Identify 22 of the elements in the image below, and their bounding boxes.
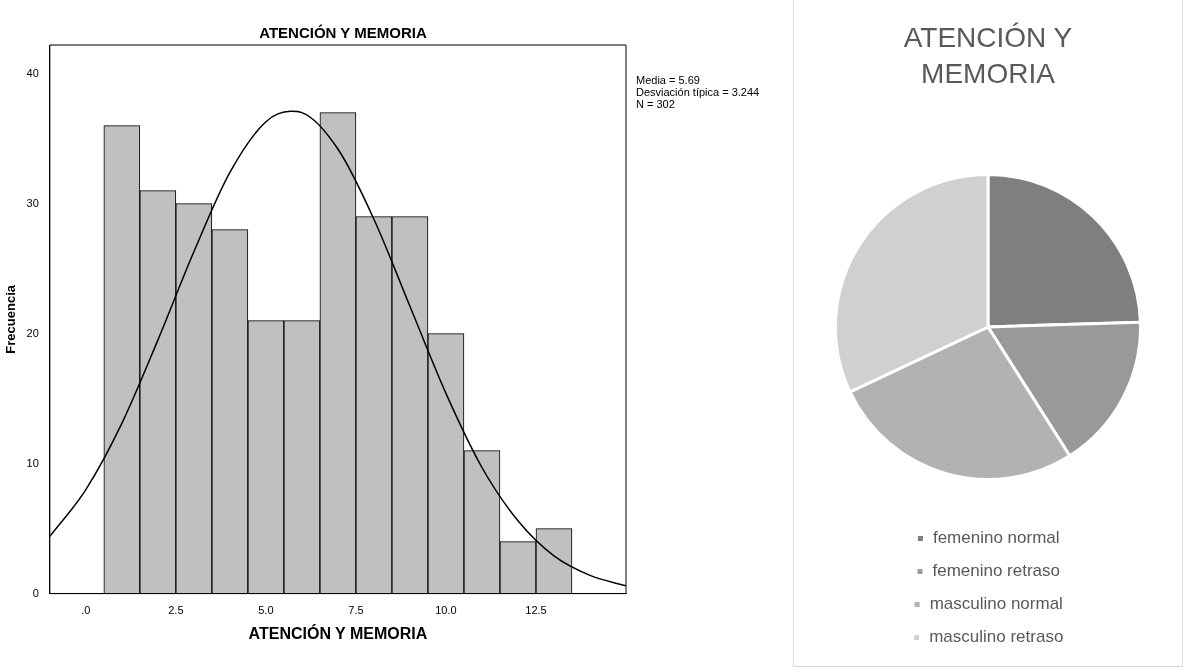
y-tick-label: 10 xyxy=(26,456,39,469)
x-axis-title: ATENCIÓN Y MEMORIA xyxy=(248,623,428,642)
chart-title: ATENCIÓN Y MEMORIA xyxy=(258,24,428,41)
y-tick-label: 40 xyxy=(26,66,39,79)
legend-label: femenino normal xyxy=(932,528,1060,548)
y-axis-title: Frecuencia xyxy=(3,284,19,354)
y-tick-label: 30 xyxy=(26,196,39,209)
legend-label: masculino normal xyxy=(929,594,1063,614)
y-tick-label: 0 xyxy=(32,586,39,599)
x-tick-label: 12.5 xyxy=(525,604,547,617)
chart-title: ATENCIÓN Y MEMORIA xyxy=(902,21,1074,91)
text: N = 302 xyxy=(636,98,675,110)
text: Media = 5.69 xyxy=(636,74,700,86)
y-tick-label: 20 xyxy=(26,326,39,339)
x-tick-label: 2.5 xyxy=(168,604,184,617)
legend-label: masculino retraso xyxy=(929,627,1064,647)
x-tick-label: 7.5 xyxy=(348,604,364,617)
x-tick-label: 5.0 xyxy=(258,604,274,617)
x-tick-label: .0 xyxy=(81,604,91,617)
x-tick-label: 10.0 xyxy=(435,604,457,617)
text: Desviación típica = 3.244 xyxy=(636,86,760,98)
legend-label: femenino retraso xyxy=(932,561,1061,581)
